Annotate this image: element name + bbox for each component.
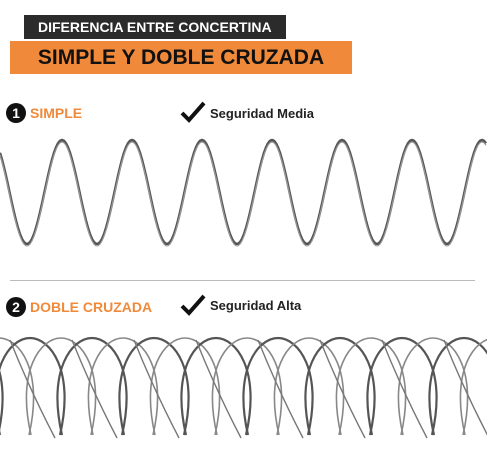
section-label: SIMPLE	[30, 105, 83, 121]
wire-loop	[273, 337, 345, 436]
wire-cross	[319, 339, 366, 439]
double-wire	[0, 336, 487, 439]
wire-loop	[56, 336, 128, 436]
wire-loop	[0, 369, 4, 431]
wire-loop	[211, 337, 283, 436]
wire-cross	[257, 339, 304, 439]
wire-loop	[149, 337, 221, 436]
section-number: 2	[6, 297, 26, 317]
wire-loop	[25, 337, 97, 436]
security-level: Seguridad Alta	[210, 298, 302, 313]
wire-loop	[118, 336, 190, 436]
header-subtitle: SIMPLE Y DOBLE CRUZADA	[10, 41, 352, 74]
wire-cross	[71, 339, 118, 439]
wire-cross	[381, 339, 428, 439]
check-icon	[180, 294, 206, 316]
wire-loop	[242, 336, 314, 436]
security-level: Seguridad Media	[210, 106, 315, 121]
simple-wire	[0, 138, 487, 247]
wire-cross	[195, 339, 242, 439]
wire-loop	[0, 337, 35, 436]
header-title: DIFERENCIA ENTRE CONCERTINA	[24, 15, 286, 39]
check-icon	[180, 101, 206, 123]
wire-cross	[133, 339, 180, 439]
section-label: DOBLE CRUZADA	[30, 299, 153, 315]
wire-loop	[180, 336, 252, 436]
wire-cross	[9, 339, 56, 439]
wire-loop	[304, 336, 376, 436]
section-number: 1	[6, 103, 26, 123]
wire-loop	[459, 338, 487, 436]
wire-cross	[443, 339, 487, 436]
wire-loop	[0, 336, 66, 436]
wire-loop	[397, 337, 469, 436]
wire-loop	[366, 336, 438, 436]
wire-loop	[87, 337, 159, 436]
wire-loop	[428, 336, 487, 436]
wire-loop	[335, 337, 407, 436]
divider	[10, 280, 475, 281]
